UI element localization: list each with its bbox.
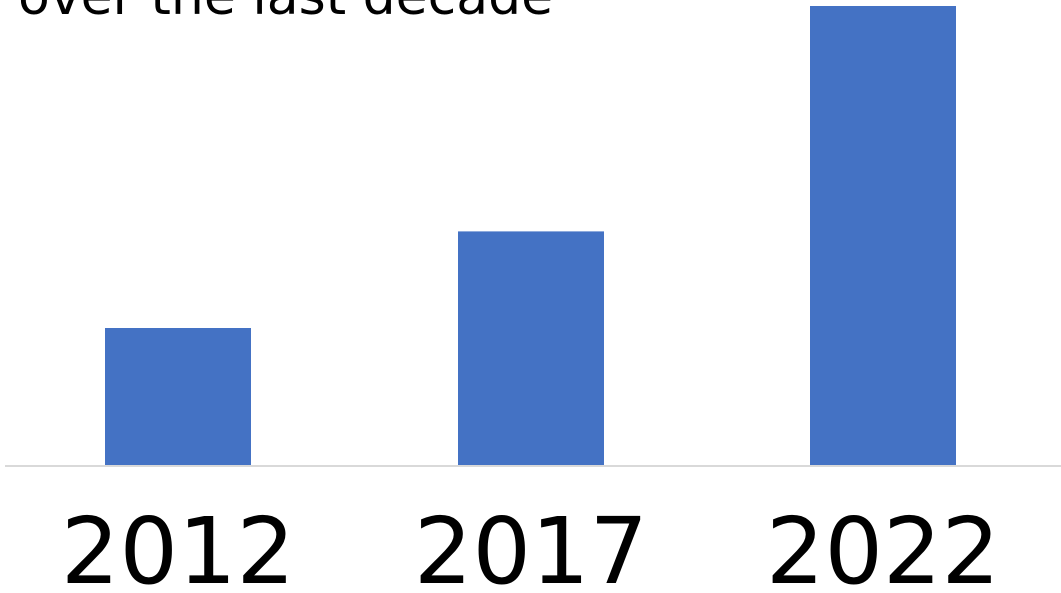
bar-2017 — [458, 231, 604, 466]
bar-2012 — [105, 328, 251, 466]
x-tick-labels: 2012 2017 2022 — [61, 498, 1000, 593]
chart-title: over the last decade — [18, 0, 553, 27]
x-tick-label-2017: 2017 — [414, 498, 648, 593]
x-tick-label-2012: 2012 — [61, 498, 295, 593]
x-tick-label-2022: 2022 — [766, 498, 1000, 593]
bars-layer — [105, 6, 956, 466]
bar-2022 — [810, 6, 956, 466]
